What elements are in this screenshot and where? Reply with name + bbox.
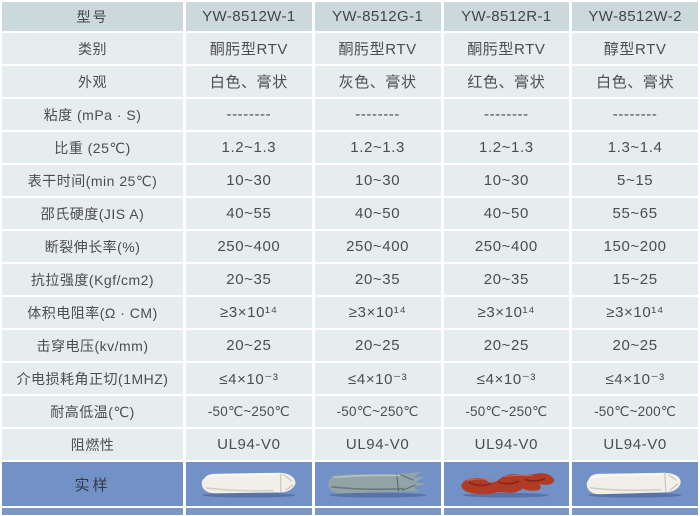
spec-cell: 1.2~1.3 bbox=[443, 132, 570, 163]
spec-cell: ≥3×10¹⁴ bbox=[314, 297, 441, 328]
spec-cell: UL94-V0 bbox=[314, 429, 441, 460]
spec-cell: ≤4×10⁻³ bbox=[572, 363, 698, 394]
spec-cell: -------- bbox=[572, 99, 698, 130]
spec-cell: 250~400 bbox=[443, 231, 570, 262]
spec-cell: ≥3×10¹⁴ bbox=[572, 297, 698, 328]
row-label-specific-gravity: 比重 (25℃) bbox=[2, 132, 183, 163]
spec-cell: 1.3~1.4 bbox=[572, 132, 698, 163]
bottom-strip bbox=[443, 508, 570, 515]
spec-cell: 20~25 bbox=[314, 330, 441, 361]
row-label-breakdown-voltage: 击穿电压(kv/mm) bbox=[2, 330, 183, 361]
bottom-strip bbox=[314, 508, 441, 515]
spec-cell: 灰色、膏状 bbox=[314, 66, 441, 97]
sample-cell bbox=[186, 462, 312, 506]
spec-cell: 1.2~1.3 bbox=[186, 132, 312, 163]
spec-cell: 20~35 bbox=[443, 264, 570, 295]
row-label-tack-free-time: 表干时间(min 25℃) bbox=[2, 165, 183, 196]
sample-photo-white-2 bbox=[586, 472, 682, 498]
spec-cell: -50℃~250℃ bbox=[186, 396, 312, 427]
spec-cell: ≤4×10⁻³ bbox=[443, 363, 570, 394]
spec-cell: ≥3×10¹⁴ bbox=[186, 297, 312, 328]
spec-cell: -50℃~200℃ bbox=[572, 396, 698, 427]
bottom-strip bbox=[572, 508, 698, 515]
spec-cell: 10~30 bbox=[443, 165, 570, 196]
spec-cell: 150~200 bbox=[572, 231, 698, 262]
sample-cell bbox=[314, 462, 441, 506]
bottom-strip bbox=[2, 508, 183, 515]
row-label-shore-hardness: 邵氏硬度(JIS A) bbox=[2, 198, 183, 229]
spec-cell: 10~30 bbox=[186, 165, 312, 196]
spec-cell: 40~50 bbox=[443, 198, 570, 229]
header-model-2: YW-8512R-1 bbox=[443, 2, 570, 31]
spec-cell: 20~35 bbox=[186, 264, 312, 295]
bottom-strip bbox=[186, 508, 312, 515]
row-label-category: 类别 bbox=[2, 33, 183, 64]
spec-cell: 20~25 bbox=[572, 330, 698, 361]
sample-photo-red bbox=[461, 473, 555, 498]
spec-cell: 红色、膏状 bbox=[443, 66, 570, 97]
row-label-flame-retardancy: 阻燃性 bbox=[2, 429, 183, 460]
row-label-temperature-resistance: 耐高低温(℃) bbox=[2, 396, 183, 427]
spec-cell: 醇型RTV bbox=[572, 33, 698, 64]
header-model-1: YW-8512G-1 bbox=[314, 2, 441, 31]
sample-photo-gray bbox=[327, 471, 427, 498]
spec-cell: 1.2~1.3 bbox=[314, 132, 441, 163]
spec-cell: 20~25 bbox=[443, 330, 570, 361]
spec-cell: UL94-V0 bbox=[572, 429, 698, 460]
spec-cell: -50℃~250℃ bbox=[314, 396, 441, 427]
spec-cell: 20~35 bbox=[314, 264, 441, 295]
row-label-viscosity: 粘度 (mPa · S) bbox=[2, 99, 183, 130]
spec-cell: 白色、膏状 bbox=[186, 66, 312, 97]
row-label-volume-resistivity: 体积电阻率(Ω · CM) bbox=[2, 297, 183, 328]
spec-cell: -------- bbox=[443, 99, 570, 130]
row-label-tensile-strength: 抗拉强度(Kgf/cm2) bbox=[2, 264, 183, 295]
row-label-appearance: 外观 bbox=[2, 66, 183, 97]
spec-cell: 15~25 bbox=[572, 264, 698, 295]
spec-cell: ≤4×10⁻³ bbox=[314, 363, 441, 394]
row-label-sample: 实样 bbox=[2, 462, 183, 506]
spec-cell: 10~30 bbox=[314, 165, 441, 196]
spec-cell: 5~15 bbox=[572, 165, 698, 196]
spec-cell: 40~55 bbox=[186, 198, 312, 229]
sample-photo-white-1 bbox=[201, 472, 296, 498]
spec-cell: -------- bbox=[186, 99, 312, 130]
spec-cell: UL94-V0 bbox=[186, 429, 312, 460]
header-model-label: 型号 bbox=[2, 2, 183, 31]
row-label-dielectric-loss-tangent: 介电损耗角正切(1MHZ) bbox=[2, 363, 183, 394]
spec-cell: 白色、膏状 bbox=[572, 66, 698, 97]
spec-cell: ≤4×10⁻³ bbox=[186, 363, 312, 394]
spec-cell: 20~25 bbox=[186, 330, 312, 361]
spec-cell: 酮肟型RTV bbox=[314, 33, 441, 64]
spec-cell: 250~400 bbox=[186, 231, 312, 262]
row-label-elongation: 断裂伸长率(%) bbox=[2, 231, 183, 262]
spec-cell: 酮肟型RTV bbox=[186, 33, 312, 64]
spec-cell: 酮肟型RTV bbox=[443, 33, 570, 64]
header-model-3: YW-8512W-2 bbox=[572, 2, 698, 31]
spec-cell: 55~65 bbox=[572, 198, 698, 229]
sample-cell bbox=[572, 462, 698, 506]
spec-cell: ≥3×10¹⁴ bbox=[443, 297, 570, 328]
spec-cell: UL94-V0 bbox=[443, 429, 570, 460]
spec-cell: -------- bbox=[314, 99, 441, 130]
header-model-0: YW-8512W-1 bbox=[186, 2, 312, 31]
spec-cell: 40~50 bbox=[314, 198, 441, 229]
spec-cell: -50℃~250℃ bbox=[443, 396, 570, 427]
spec-cell: 250~400 bbox=[314, 231, 441, 262]
sample-cell bbox=[443, 462, 570, 506]
